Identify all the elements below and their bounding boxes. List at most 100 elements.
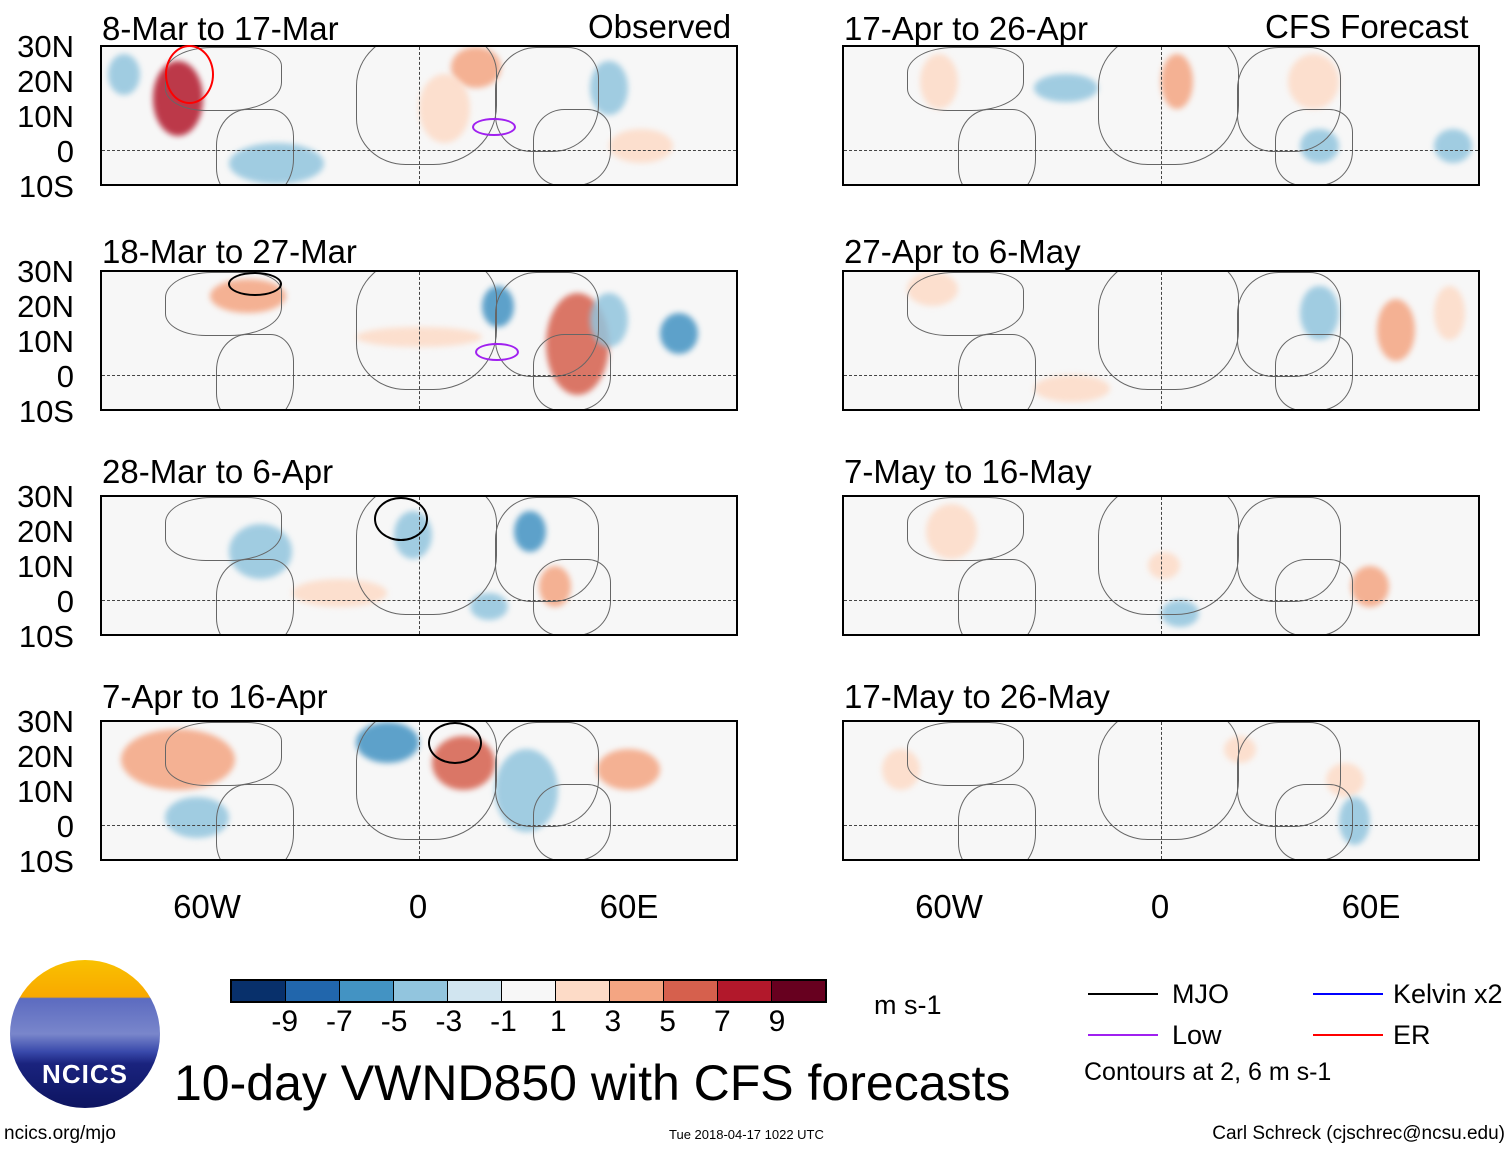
- colorbar-label: 5: [659, 1005, 676, 1038]
- colorbar-label: -7: [326, 1005, 353, 1038]
- anomaly-shading: [1034, 374, 1111, 403]
- coastline: [958, 783, 1037, 859]
- anomaly-shading: [108, 53, 141, 95]
- prime-meridian-line: [1161, 272, 1162, 409]
- latitude-label: 0: [56, 134, 74, 169]
- anomaly-contour: [475, 343, 519, 361]
- legend-kelvin-line: [1313, 993, 1383, 995]
- latitude-label: 10N: [17, 99, 74, 134]
- map-panel: [100, 45, 738, 186]
- panel-title: 17-May to 26-May: [844, 678, 1110, 715]
- coastline: [907, 272, 1024, 336]
- latitude-label: 30N: [17, 479, 74, 514]
- coastline: [1097, 722, 1240, 841]
- coastline: [355, 272, 498, 391]
- observed-header: Observed: [588, 8, 732, 45]
- coastline: [907, 47, 1024, 111]
- coastline: [1275, 558, 1354, 634]
- latitude-label: 10N: [17, 774, 74, 809]
- colorbar-label: 1: [549, 1005, 567, 1038]
- figure-title: 10-day VWND850 with CFS forecasts: [174, 1055, 1011, 1111]
- longitude-label: 0: [408, 888, 428, 925]
- panel-title: 27-Apr to 6-May: [844, 233, 1081, 270]
- anomaly-shading: [596, 749, 660, 791]
- colorbar-units: m s-1: [874, 990, 942, 1020]
- map-panel: [842, 45, 1480, 186]
- colorbar-swatch: [664, 981, 718, 1001]
- latitude-label: 30N: [17, 29, 74, 64]
- ncics-logo: NCICS: [10, 960, 160, 1108]
- map-panel: [842, 270, 1480, 411]
- longitude-label: 60W: [173, 888, 241, 925]
- coastline: [165, 497, 282, 561]
- footer-author: Carl Schreck (cjschrec@ncsu.edu): [1212, 1123, 1505, 1144]
- panel-title: 7-May to 16-May: [844, 453, 1092, 490]
- coastline: [216, 558, 295, 634]
- colorbar-swatch: [610, 981, 664, 1001]
- colorbar-swatch: [772, 981, 825, 1001]
- coastline: [958, 558, 1037, 634]
- coastline: [533, 333, 612, 409]
- contour-note: Contours at 2, 6 m s-1: [1084, 1058, 1332, 1086]
- latitude-label: 10N: [17, 324, 74, 359]
- coastline: [1275, 783, 1354, 859]
- latitude-label: 0: [56, 359, 74, 394]
- coastline: [958, 108, 1037, 184]
- prime-meridian-line: [1161, 722, 1162, 859]
- footer-url[interactable]: ncics.org/mjo: [4, 1123, 116, 1144]
- coastline: [1275, 333, 1354, 409]
- panel-title: 28-Mar to 6-Apr: [102, 453, 334, 490]
- anomaly-shading: [609, 129, 673, 164]
- anomaly-shading: [1433, 285, 1466, 341]
- coastline: [907, 497, 1024, 561]
- anomaly-contour: [374, 497, 428, 541]
- colorbar-label: 7: [713, 1005, 731, 1038]
- latitude-label: 0: [56, 809, 74, 844]
- latitude-label: 20N: [17, 289, 74, 324]
- coastline: [958, 333, 1037, 409]
- colorbar-label: -1: [490, 1005, 517, 1038]
- logo-text: NCICS: [42, 1059, 128, 1089]
- legend-er-line: [1313, 1034, 1383, 1036]
- coastline: [216, 783, 295, 859]
- longitude-label: 60W: [915, 888, 983, 925]
- prime-meridian-line: [419, 272, 420, 409]
- coastline: [1097, 47, 1240, 166]
- latitude-label: 30N: [17, 704, 74, 739]
- longitude-label: 0: [1150, 888, 1170, 925]
- coastline: [165, 272, 282, 336]
- colorbar-swatch: [556, 981, 610, 1001]
- coastline: [1275, 108, 1354, 184]
- prime-meridian-line: [419, 497, 420, 634]
- colorbar-swatch: [448, 981, 502, 1001]
- anomaly-shading: [1376, 299, 1415, 362]
- anomaly-contour: [228, 272, 282, 296]
- coastline: [533, 558, 612, 634]
- legend-kelvin: Kelvin x2: [1393, 979, 1503, 1009]
- anomaly-shading: [1034, 74, 1098, 102]
- panel-title: 7-Apr to 16-Apr: [102, 678, 328, 715]
- map-panel: [100, 270, 738, 411]
- colorbar-swatch: [718, 981, 772, 1001]
- coastline: [216, 108, 295, 184]
- latitude-label: 20N: [17, 514, 74, 549]
- colorbar-swatch: [286, 981, 340, 1001]
- colorbar-label: -3: [435, 1005, 463, 1038]
- map-panel: [842, 720, 1480, 861]
- latitude-label: 0: [56, 584, 74, 619]
- coastline: [1097, 497, 1240, 616]
- colorbar-swatch: [232, 981, 286, 1001]
- longitude-label: 60E: [599, 888, 659, 925]
- anomaly-shading: [1351, 565, 1390, 607]
- legend-mjo-line: [1088, 993, 1158, 995]
- latitude-label: 10S: [18, 844, 74, 879]
- prime-meridian-line: [419, 722, 420, 859]
- coastline: [216, 333, 295, 409]
- colorbar-label: 3: [604, 1005, 622, 1038]
- latitude-label: 10S: [18, 619, 74, 654]
- panel-title: 8-Mar to 17-Mar: [102, 10, 339, 47]
- latitude-label: 10S: [18, 394, 74, 429]
- colorbar: [230, 979, 827, 1003]
- coastline: [533, 108, 612, 184]
